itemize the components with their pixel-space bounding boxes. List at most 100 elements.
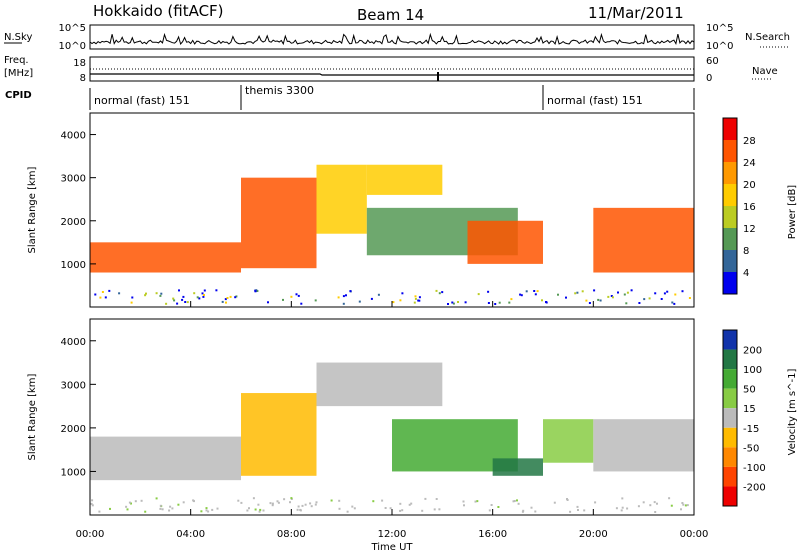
cpid-segment-label: normal (fast) 151 — [94, 94, 190, 107]
scatter-pixel — [144, 510, 147, 513]
scatter-pixel — [673, 302, 676, 305]
heatmap-cell — [90, 242, 241, 273]
scatter-pixel — [172, 297, 175, 300]
scatter-pixel — [424, 497, 427, 500]
scatter-pixel — [408, 503, 411, 506]
scatter-pixel — [686, 504, 689, 507]
scatter-pixel — [510, 298, 513, 301]
scatter-pixel — [643, 298, 646, 301]
colorbar-swatch — [723, 162, 737, 184]
velocity-panel-frame — [89, 318, 695, 516]
scatter-pixel — [452, 302, 455, 305]
colorbar-tick-label: -15 — [743, 424, 759, 435]
scatter-pixel — [99, 296, 102, 299]
scatter-pixel — [599, 299, 602, 302]
scatter-pixel — [512, 500, 515, 503]
scatter-pixel — [654, 292, 657, 295]
colorbar-tick-label: 20 — [743, 180, 756, 191]
colorbar-swatch — [723, 228, 737, 250]
scatter-pixel — [346, 510, 349, 513]
scatter-pixel — [377, 293, 380, 296]
scatter-pixel — [90, 502, 93, 505]
scatter-pixel — [177, 503, 180, 506]
colorbar-swatch — [723, 447, 737, 467]
scatter-pixel — [161, 508, 164, 511]
scatter-pixel — [255, 289, 258, 292]
scatter-pixel — [438, 508, 441, 511]
scatter-pixel — [517, 502, 520, 505]
scatter-pixel — [474, 500, 477, 503]
scatter-pixel — [585, 299, 588, 302]
scatter-pixel — [594, 501, 597, 504]
scatter-pixel — [144, 294, 147, 297]
scatter-pixel — [225, 301, 227, 304]
scatter-pixel — [487, 302, 490, 304]
scatter-pixel — [226, 297, 229, 299]
scatter-pixel — [688, 297, 691, 299]
scatter-pixel — [178, 289, 180, 292]
colorbar-tick-label: 4 — [743, 268, 749, 279]
scatter-pixel — [576, 505, 579, 508]
scatter-pixel — [569, 510, 572, 513]
scatter-pixel — [240, 501, 243, 504]
scatter-pixel — [203, 294, 205, 296]
scatter-pixel — [660, 298, 663, 300]
scatter-pixel — [140, 499, 143, 502]
scatter-pixel — [565, 296, 567, 299]
scatter-pixel — [155, 497, 158, 500]
scatter-pixel — [620, 509, 623, 512]
scatter-pixel — [656, 502, 658, 505]
scatter-pixel — [181, 298, 184, 301]
y-tick-label: 3000 — [61, 380, 86, 391]
scatter-pixel — [417, 299, 420, 302]
scatter-pixel — [176, 302, 179, 305]
x-tick-label: 00:00 — [76, 529, 105, 540]
scatter-pixel — [525, 290, 528, 293]
scatter-pixel — [224, 298, 227, 301]
scatter-pixel — [290, 295, 293, 298]
colorbar-swatch — [723, 118, 737, 140]
scatter-pixel — [654, 511, 657, 513]
nave-tick-low: 0 — [706, 73, 712, 84]
y-tick-label: 2000 — [61, 217, 86, 228]
scatter-pixel — [202, 295, 205, 298]
scatter-pixel — [345, 294, 347, 297]
velocity-ylabel: Slant Range [km] — [27, 373, 38, 460]
scatter-pixel — [617, 291, 619, 294]
scatter-pixel — [248, 507, 250, 510]
colorbar-swatch — [723, 349, 737, 370]
colorbar-tick-label: -50 — [743, 443, 759, 454]
scatter-pixel — [338, 499, 341, 502]
scatter-pixel — [494, 303, 497, 305]
scatter-pixel — [680, 508, 682, 511]
scatter-pixel — [464, 301, 467, 304]
scatter-pixel — [254, 508, 257, 511]
scatter-pixel — [267, 301, 269, 304]
heatmap-cell — [316, 362, 443, 407]
scatter-pixel — [125, 505, 128, 508]
scatter-pixel — [607, 295, 610, 298]
power-colorbar: 28 24 20 16 12 8 4 — [722, 117, 756, 295]
colorbar-tick-label: 16 — [743, 202, 756, 213]
scatter-pixel — [401, 292, 404, 295]
scatter-pixel — [625, 302, 628, 305]
scatter-pixel — [577, 509, 579, 511]
scatter-pixel — [670, 504, 673, 507]
x-tick-label: 20:00 — [579, 529, 608, 540]
scatter-pixel — [184, 301, 187, 303]
scatter-pixel — [476, 500, 479, 503]
colorbar-tick-label: 15 — [743, 404, 756, 415]
scatter-pixel — [410, 502, 413, 505]
scatter-pixel — [101, 291, 104, 293]
scatter-pixel — [351, 505, 354, 508]
scatter-pixel — [463, 504, 465, 507]
x-axis-title: Time UT — [370, 542, 413, 553]
noise-left-tick-low: 10^0 — [59, 41, 86, 52]
colorbar-swatch — [723, 369, 737, 389]
scatter-pixel — [497, 506, 500, 508]
scatter-pixel — [193, 292, 196, 295]
scatter-pixel — [330, 499, 333, 502]
colorbar-tick-label: -200 — [743, 482, 766, 493]
scatter-pixel — [215, 289, 218, 292]
scatter-pixel — [626, 291, 629, 294]
